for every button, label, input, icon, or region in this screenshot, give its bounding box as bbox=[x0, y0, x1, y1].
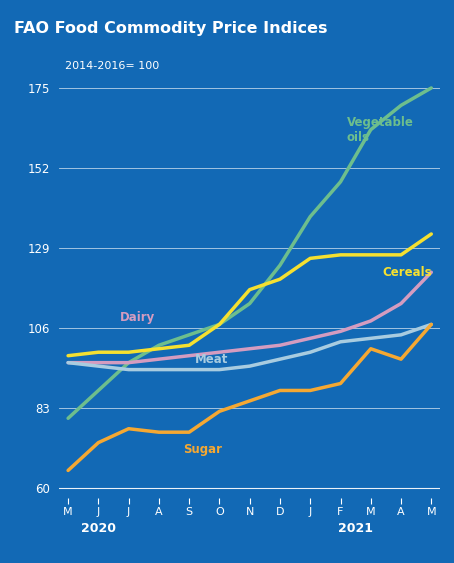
Text: Vegetable
oils: Vegetable oils bbox=[346, 115, 414, 144]
Text: Dairy: Dairy bbox=[119, 311, 155, 324]
Text: 2020: 2020 bbox=[81, 522, 116, 535]
Text: FAO Food Commodity Price Indices: FAO Food Commodity Price Indices bbox=[14, 21, 327, 36]
Text: Cereals: Cereals bbox=[383, 266, 433, 279]
Text: Meat: Meat bbox=[195, 352, 229, 366]
Text: Sugar: Sugar bbox=[183, 443, 222, 456]
Text: 2014-2016= 100: 2014-2016= 100 bbox=[65, 61, 159, 70]
Text: 2021: 2021 bbox=[338, 522, 373, 535]
